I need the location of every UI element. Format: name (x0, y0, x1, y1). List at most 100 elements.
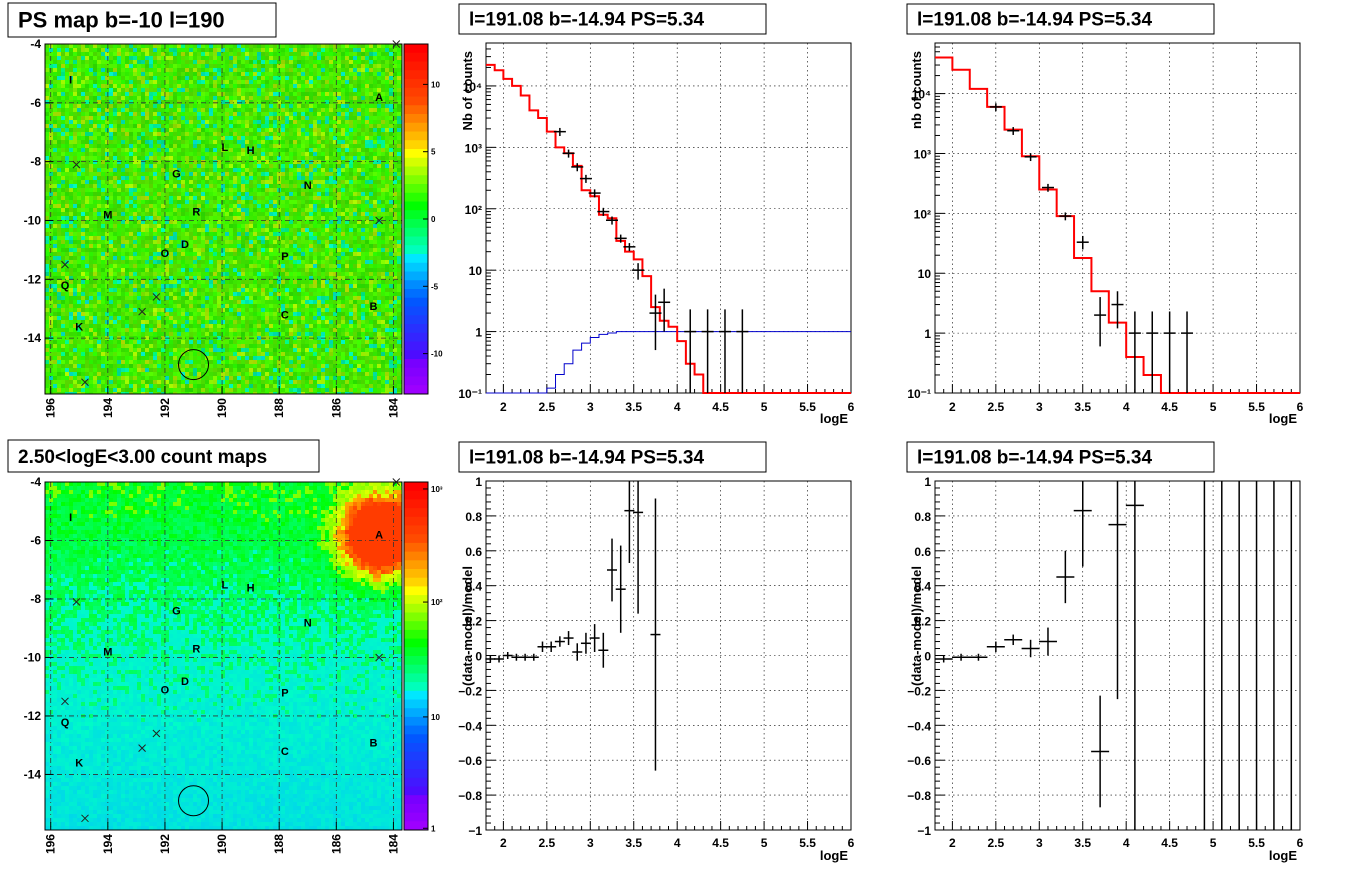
heatmap-cell (381, 128, 385, 132)
heatmap-cell (165, 228, 169, 232)
heatmap-cell (85, 184, 89, 188)
heatmap-cell (225, 60, 229, 64)
heatmap-cell (257, 124, 261, 128)
heatmap-cell (117, 44, 121, 48)
heatmap-cell (73, 188, 77, 192)
heatmap-cell (81, 72, 85, 76)
heatmap-cell (65, 248, 69, 252)
heatmap-cell (329, 212, 333, 216)
heatmap-cell (381, 140, 385, 144)
heatmap-cell (145, 252, 149, 256)
heatmap-cell (137, 248, 141, 252)
heatmap-cell (285, 88, 289, 92)
heatmap-cell (321, 60, 325, 64)
heatmap-cell (181, 184, 185, 188)
heatmap-cell (169, 124, 173, 128)
heatmap-cell (49, 76, 53, 80)
heatmap-cell (393, 92, 397, 96)
heatmap-cell (325, 228, 329, 232)
heatmap-cell (177, 80, 181, 84)
heatmap-cell (101, 208, 105, 212)
heatmap-cell (137, 192, 141, 196)
heatmap-cell (249, 132, 253, 136)
heatmap-cell (77, 184, 81, 188)
heatmap-cell (165, 164, 169, 168)
heatmap-cell (57, 232, 61, 236)
heatmap-cell (101, 264, 105, 268)
heatmap-cell (129, 148, 133, 152)
heatmap-cell (369, 92, 373, 96)
heatmap-cell (329, 124, 333, 128)
heatmap-cell (129, 120, 133, 124)
heatmap-cell (217, 60, 221, 64)
heatmap-cell (217, 244, 221, 248)
heatmap-cell (289, 140, 293, 144)
heatmap-cell (361, 112, 365, 116)
heatmap-cell (317, 136, 321, 140)
heatmap-cell (189, 176, 193, 180)
heatmap-cell (325, 188, 329, 192)
heatmap-cell (157, 120, 161, 124)
heatmap-cell (213, 68, 217, 72)
heatmap-cell (337, 116, 341, 120)
heatmap-cell (253, 248, 257, 252)
heatmap-cell (173, 172, 177, 176)
heatmap-cell (313, 256, 317, 260)
heatmap-cell (81, 248, 85, 252)
heatmap-cell (397, 220, 401, 224)
heatmap-cell (333, 148, 337, 152)
heatmap-cell (145, 264, 149, 268)
heatmap-cell (197, 212, 201, 216)
heatmap-cell (397, 112, 401, 116)
heatmap-cell (265, 96, 269, 100)
heatmap-cell (377, 184, 381, 188)
heatmap-cell (361, 140, 365, 144)
heatmap-cell (265, 228, 269, 232)
heatmap-cell (161, 196, 165, 200)
heatmap-cell (49, 136, 53, 140)
heatmap-cell (349, 120, 353, 124)
heatmap-cell (325, 160, 329, 164)
heatmap-cell (105, 84, 109, 88)
heatmap-cell (309, 188, 313, 192)
heatmap-cell (361, 76, 365, 80)
heatmap-cell (289, 216, 293, 220)
heatmap-cell (201, 224, 205, 228)
heatmap-cell (313, 188, 317, 192)
heatmap-cell (77, 196, 81, 200)
heatmap-cell (333, 208, 337, 212)
heatmap-cell (281, 180, 285, 184)
heatmap-cell (113, 132, 117, 136)
heatmap-cell (301, 160, 305, 164)
heatmap-cell (177, 136, 181, 140)
heatmap-cell (333, 204, 337, 208)
heatmap-cell (61, 156, 65, 160)
heatmap-cell (369, 112, 373, 116)
heatmap-cell (181, 148, 185, 152)
heatmap-cell (61, 224, 65, 228)
heatmap-cell (145, 164, 149, 168)
heatmap-cell (273, 44, 277, 48)
heatmap-cell (249, 196, 253, 200)
heatmap-cell (53, 132, 57, 136)
heatmap-cell (257, 112, 261, 116)
heatmap-cell (45, 88, 49, 92)
heatmap-cell (49, 72, 53, 76)
heatmap-cell (385, 184, 389, 188)
heatmap-cell (101, 260, 105, 264)
heatmap-cell (369, 216, 373, 220)
heatmap-cell (89, 196, 93, 200)
heatmap-cell (233, 196, 237, 200)
heatmap-cell (329, 44, 333, 48)
heatmap-cell (197, 88, 201, 92)
heatmap-cell (265, 60, 269, 64)
heatmap-cell (53, 88, 57, 92)
heatmap-cell (109, 212, 113, 216)
heatmap-cell (129, 248, 133, 252)
heatmap-cell (305, 76, 309, 80)
heatmap-cell (209, 84, 213, 88)
heatmap-cell (181, 208, 185, 212)
heatmap-cell (169, 240, 173, 244)
heatmap-cell (153, 104, 157, 108)
heatmap-cell (233, 168, 237, 172)
